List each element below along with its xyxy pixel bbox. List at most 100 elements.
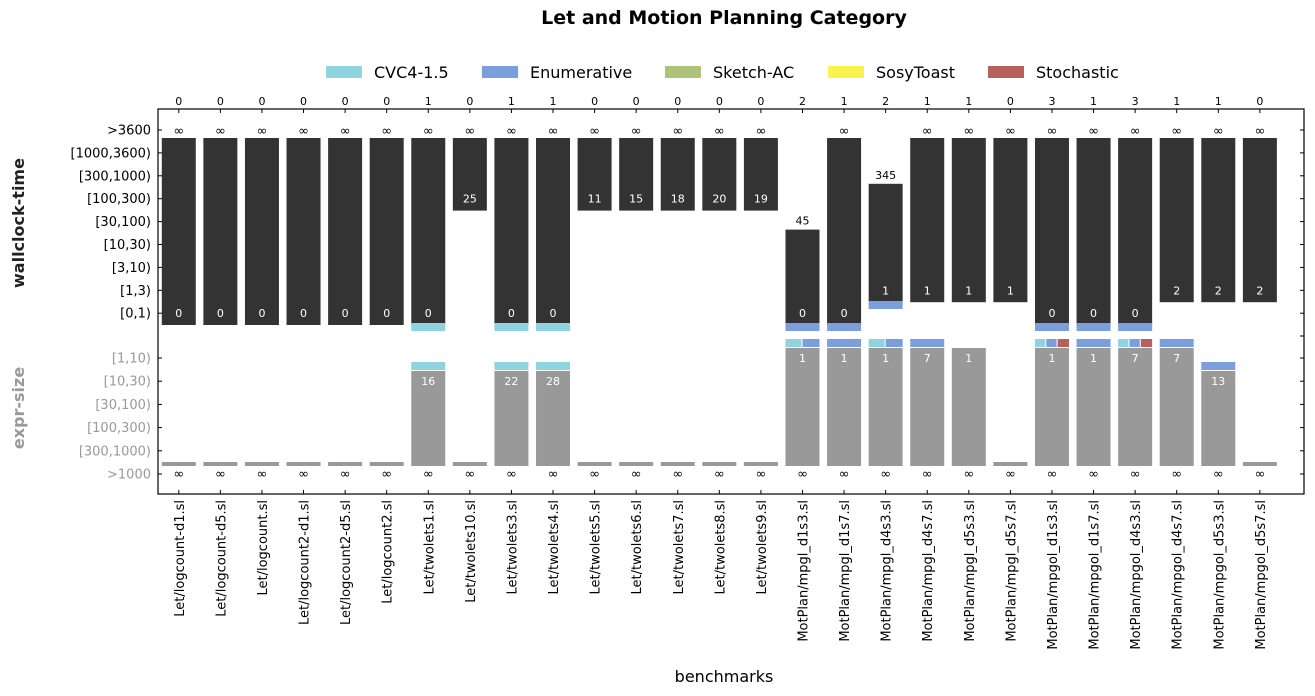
solver-count-label: 0 <box>716 95 723 108</box>
time-infinity-label: ∞ <box>631 124 642 139</box>
size-infinity-label: ∞ <box>381 467 392 482</box>
size-bar-label: 1 <box>799 352 806 365</box>
time-solver-strip <box>536 323 571 331</box>
time-bar-label: 11 <box>588 193 602 206</box>
x-tick-label: MotPlan/mpgl_d1s3.sl <box>796 500 811 642</box>
time-bar-label: 18 <box>671 193 685 206</box>
bars: 00∞∞00∞∞00∞∞00∞∞00∞∞00∞∞10∞16∞025∞∞10∞22… <box>161 95 1277 482</box>
size-infinity-label: ∞ <box>1005 467 1016 482</box>
x-tick-label: Let/logcount2-d5.sl <box>339 500 354 625</box>
legend-label: Sketch-AC <box>713 63 794 82</box>
solver-count-label: 1 <box>425 95 432 108</box>
y-tick-label-time: [1,3) <box>120 284 151 299</box>
time-bar <box>411 138 446 325</box>
x-tick-label: Let/twolets5.sl <box>589 500 604 594</box>
y-tick-label-time: [30,100) <box>95 215 151 230</box>
size-bar <box>203 462 238 466</box>
time-bar-label: 0 <box>799 307 806 320</box>
time-bar <box>1076 138 1111 325</box>
y-tick-label-time: [1000,3600) <box>71 146 151 161</box>
size-solver-strip <box>827 339 862 347</box>
time-infinity-label: ∞ <box>589 124 600 139</box>
size-infinity-label: ∞ <box>506 467 517 482</box>
x-tick-label: MotPlan/mpgol_d1s7.sl <box>1088 500 1103 650</box>
legend-swatch <box>326 66 362 78</box>
solver-count-label: 0 <box>674 95 681 108</box>
size-infinity-label: ∞ <box>1130 467 1141 482</box>
time-solver-strip <box>1034 323 1069 331</box>
time-infinity-label: ∞ <box>298 124 309 139</box>
legend: CVC4-1.5 Enumerative Sketch-AC SosyToast Sto… <box>326 63 1119 82</box>
size-bar-label: 1 <box>841 352 848 365</box>
legend-swatch <box>828 66 864 78</box>
size-bar <box>494 371 529 466</box>
x-tick-label: Let/logcount.sl <box>256 500 271 596</box>
time-bar-label: 0 <box>300 307 307 320</box>
solver-count-label: 0 <box>1007 95 1014 108</box>
size-infinity-label: ∞ <box>423 467 434 482</box>
size-infinity-label: ∞ <box>548 467 559 482</box>
size-bar <box>1159 348 1194 466</box>
time-infinity-label: ∞ <box>548 124 559 139</box>
size-solver-strip <box>494 362 529 370</box>
legend-label: Stochastic <box>1036 63 1119 82</box>
solver-count-label: 3 <box>1048 95 1055 108</box>
x-tick-label: Let/twolets1.sl <box>422 500 437 594</box>
size-infinity-label: ∞ <box>631 467 642 482</box>
time-infinity-label: ∞ <box>464 124 475 139</box>
time-bar <box>868 183 903 303</box>
time-bar-top-label: 345 <box>875 169 896 182</box>
size-bar <box>868 348 903 466</box>
size-bar-label: 7 <box>1132 352 1139 365</box>
time-bar-label: 0 <box>383 307 390 320</box>
time-bar <box>1159 138 1194 303</box>
solver-count-label: 2 <box>882 95 889 108</box>
time-bar <box>785 229 820 325</box>
x-tick-label: MotPlan/mpgl_d4s7.sl <box>921 500 936 642</box>
size-infinity-label: ∞ <box>714 467 725 482</box>
time-solver-strip <box>1118 323 1153 331</box>
x-tick-label: Let/twolets6.sl <box>630 500 645 594</box>
y-tick-label-size: >1000 <box>107 468 151 483</box>
x-tick-label: Let/logcount2-d1.sl <box>298 500 313 625</box>
size-solver-strip <box>1140 339 1153 347</box>
size-bar <box>452 462 487 466</box>
size-infinity-label: ∞ <box>1047 467 1058 482</box>
size-infinity-label: ∞ <box>963 467 974 482</box>
time-bar-label: 1 <box>924 284 931 297</box>
y-tick-label-size: [300,1000) <box>79 444 151 459</box>
size-infinity-label: ∞ <box>1254 467 1265 482</box>
x-tick-label: Let/twolets7.sl <box>672 500 687 594</box>
time-bar <box>369 138 404 325</box>
time-bar <box>619 138 654 211</box>
x-tick-label: Let/twolets4.sl <box>547 500 562 594</box>
size-bar-label: 1 <box>1090 352 1097 365</box>
size-bar-label: 16 <box>421 375 435 388</box>
chart-title: Let and Motion Planning Category <box>541 7 907 29</box>
time-solver-strip <box>785 323 820 331</box>
size-infinity-label: ∞ <box>298 467 309 482</box>
solver-count-label: 0 <box>383 95 390 108</box>
time-infinity-label: ∞ <box>340 124 351 139</box>
size-solver-strip <box>1046 339 1057 347</box>
time-solver-strip <box>494 323 529 331</box>
x-axis: Let/logcount-d1.sl Let/logcount-d5.sl Let/… <box>173 490 1269 650</box>
legend-swatch <box>482 66 518 78</box>
size-bar <box>1076 348 1111 466</box>
size-solver-strip <box>1034 339 1046 347</box>
time-infinity-label: ∞ <box>1171 124 1182 139</box>
time-bar-label: 0 <box>841 307 848 320</box>
time-bar-label: 0 <box>425 307 432 320</box>
time-infinity-label: ∞ <box>1005 124 1016 139</box>
size-infinity-label: ∞ <box>340 467 351 482</box>
solver-count-label: 1 <box>924 95 931 108</box>
size-bar <box>577 462 612 466</box>
size-infinity-label: ∞ <box>589 467 600 482</box>
time-bar-label: 0 <box>217 307 224 320</box>
x-tick-label: MotPlan/mpgol_d4s7.sl <box>1171 500 1186 650</box>
time-bar-label: 1 <box>882 284 889 297</box>
time-bar <box>827 138 862 325</box>
size-solver-strip <box>885 339 903 347</box>
size-infinity-label: ∞ <box>797 467 808 482</box>
time-bar <box>743 138 778 211</box>
